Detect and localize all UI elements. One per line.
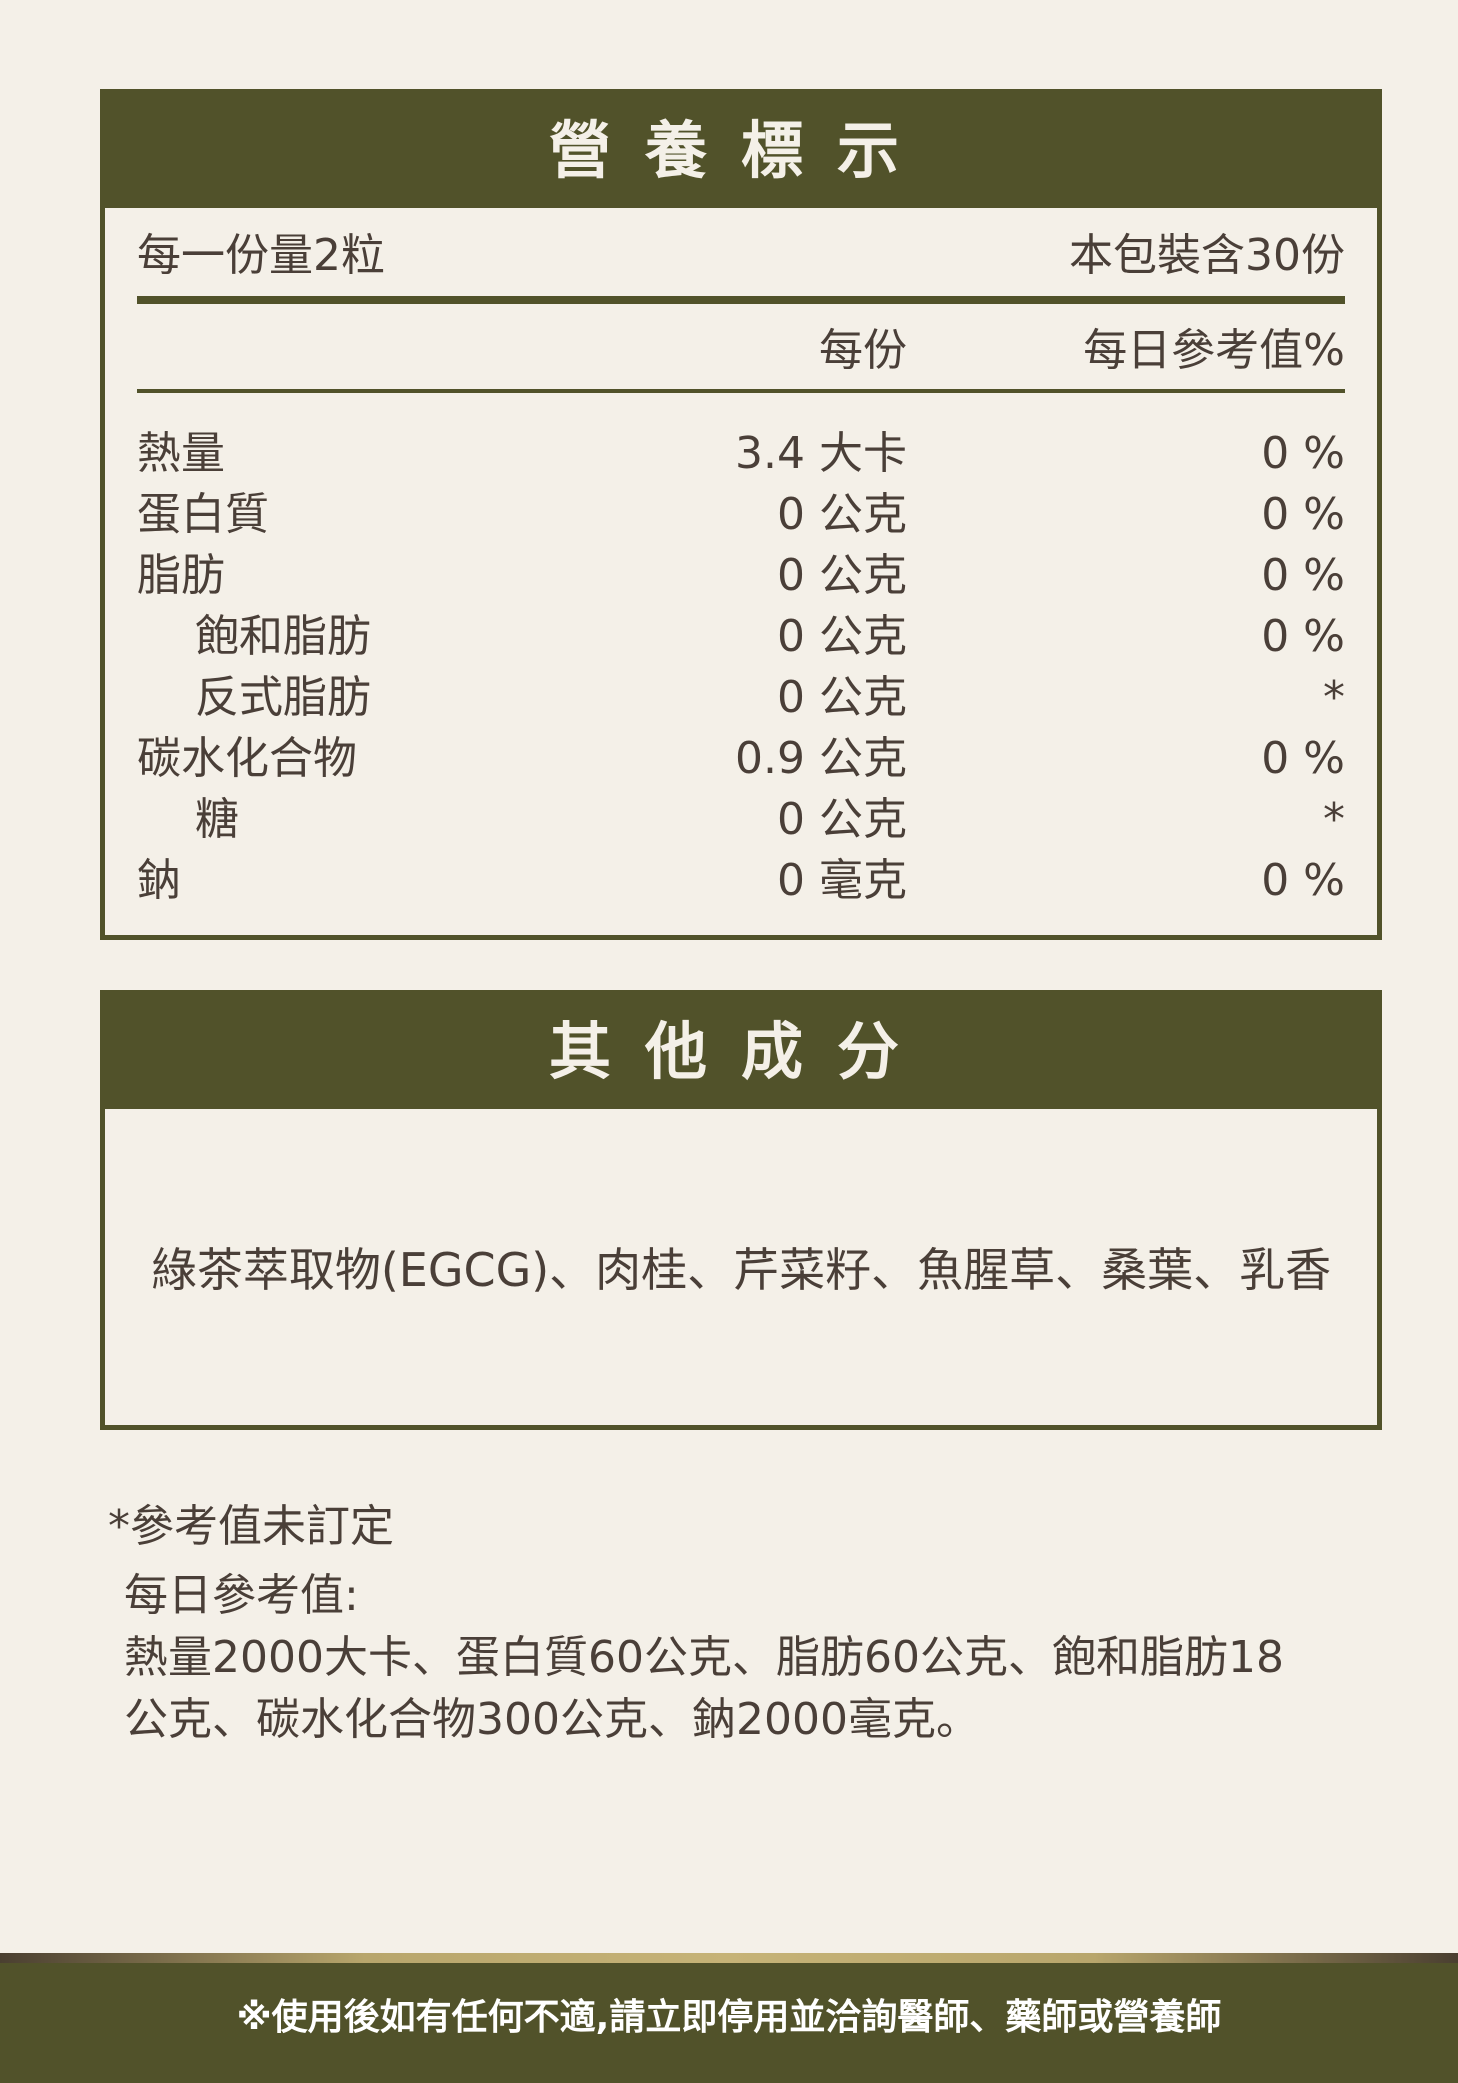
nutrient-row: 反式脂肪 0 公克 * [137,669,1345,727]
nutrient-daily: * [1323,672,1345,723]
divider-thick [137,296,1345,304]
nutrient-daily: 0 % [1261,428,1345,479]
nutrient-name: 脂肪 [137,550,225,601]
nutrient-amount: 0 公克 [777,672,907,723]
nutrient-name: 熱量 [137,428,225,479]
nutrient-row: 鈉 0 毫克 0 % [137,852,1345,910]
nutrition-title: 營養標示 [105,94,1377,208]
nutrient-amount: 0 公克 [777,550,907,601]
col-per-serving: 每份 [819,325,907,376]
nutrient-row: 碳水化合物 0.9 公克 0 % [137,730,1345,788]
nutrient-amount: 0 毫克 [777,855,907,906]
nutrition-facts-panel: 營養標示 每一份量2粒 本包裝含30份 每份 每日參考值% 熱量 3.4 大卡 0 … [100,89,1382,940]
footer-banner: ※使用後如有任何不適,請立即停用並洽詢醫師、藥師或營養師 [0,1953,1458,2083]
nutrient-name: 鈉 [137,855,181,906]
other-title: 其他成分 [105,995,1377,1109]
daily-reference-line2: 公克、碳水化合物300公克、鈉2000毫克。 [124,1694,980,1745]
nutrient-daily: 0 % [1261,489,1345,540]
nutrient-row: 熱量 3.4 大卡 0 % [137,425,1345,483]
nutrient-amount: 0 公克 [777,489,907,540]
nutrient-row: 蛋白質 0 公克 0 % [137,486,1345,544]
nutrient-daily: 0 % [1261,855,1345,906]
daily-reference-label: 每日參考值: [124,1570,359,1621]
nutrient-row: 糖 0 公克 * [137,791,1345,849]
column-header-row: 每份 每日參考值% [137,322,1345,380]
nutrient-name: 蛋白質 [137,489,269,540]
asterisk-note: *參考值未訂定 [108,1501,394,1552]
nutrient-name: 糖 [195,794,239,845]
serving-row: 每一份量2粒 本包裝含30份 [137,227,1345,285]
nutrient-amount: 0 公克 [777,611,907,662]
nutrient-amount: 0 公克 [777,794,907,845]
divider-thin [137,389,1345,393]
serving-size: 每一份量2粒 [137,230,385,281]
nutrient-amount: 3.4 大卡 [735,428,907,479]
servings-per-pack: 本包裝含30份 [1069,230,1345,281]
nutrient-daily: * [1323,794,1345,845]
footer-warning: ※使用後如有任何不適,請立即停用並洽詢醫師、藥師或營養師 [236,1997,1222,2038]
nutrient-name: 碳水化合物 [137,733,357,784]
nutrient-name: 反式脂肪 [195,672,371,723]
col-daily: 每日參考值% [1083,325,1345,376]
nutrient-row: 飽和脂肪 0 公克 0 % [137,608,1345,666]
daily-reference-line1: 熱量2000大卡、蛋白質60公克、脂肪60公克、飽和脂肪18 [124,1632,1284,1683]
nutrient-row: 脂肪 0 公克 0 % [137,547,1345,605]
gold-divider [0,1953,1458,1963]
other-ingredients-panel: 其他成分 綠茶萃取物(EGCG)、肉桂、芹菜籽、魚腥草、桑葉、乳香 [100,990,1382,1430]
nutrient-name: 飽和脂肪 [195,611,371,662]
nutrient-daily: 0 % [1261,550,1345,601]
nutrient-daily: 0 % [1261,611,1345,662]
ingredients-text: 綠茶萃取物(EGCG)、肉桂、芹菜籽、魚腥草、桑葉、乳香 [150,1243,1332,1297]
nutrient-daily: 0 % [1261,733,1345,784]
nutrient-amount: 0.9 公克 [735,733,907,784]
